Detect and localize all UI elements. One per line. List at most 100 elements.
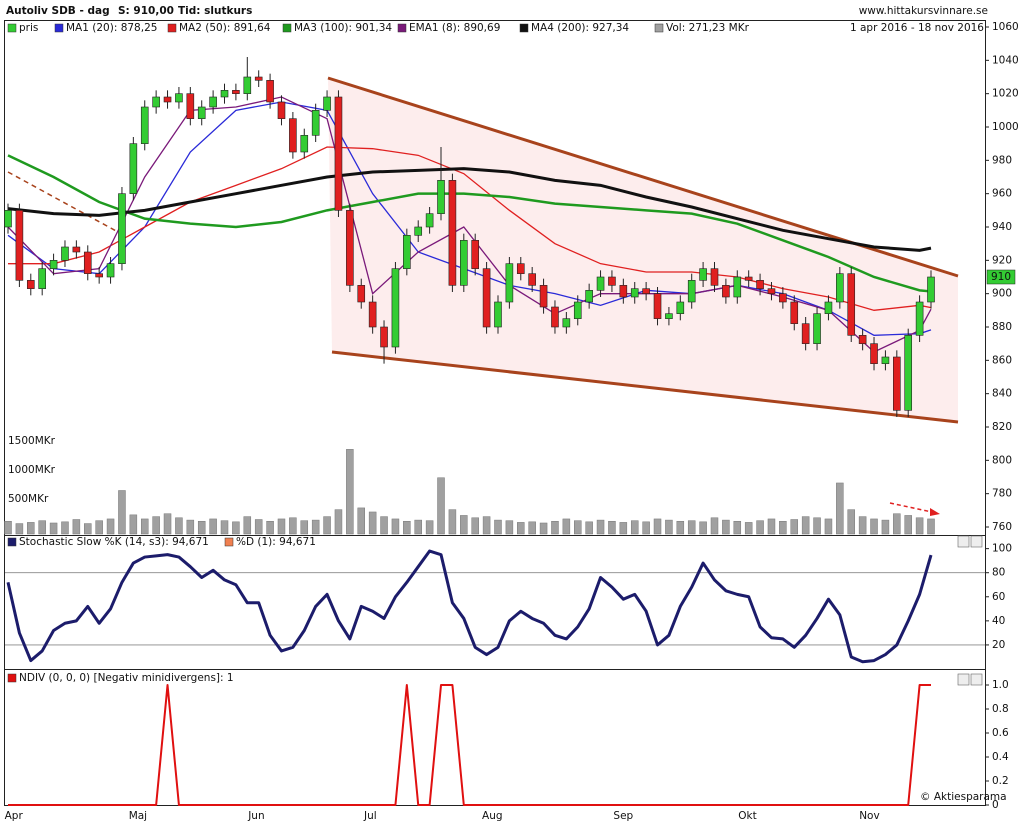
candle-body — [699, 268, 707, 281]
volume-bar — [334, 509, 343, 535]
volume-bar — [722, 519, 730, 535]
legend-swatch — [519, 23, 529, 33]
volume-bar — [289, 517, 297, 535]
candle-body — [516, 263, 525, 274]
candle-body — [744, 276, 753, 281]
candle-body — [733, 276, 742, 298]
candle-body — [152, 96, 160, 108]
volume-bar — [915, 517, 924, 535]
candle-body — [630, 288, 639, 298]
volume-arrow-head — [930, 508, 940, 516]
candle-body — [801, 323, 810, 344]
candle-body — [836, 273, 844, 303]
candle-body — [858, 335, 867, 344]
candle-body — [460, 240, 468, 286]
volume-bar — [84, 523, 92, 535]
volume-bar — [346, 449, 354, 535]
y-tick-label: 0.6 — [992, 727, 1009, 739]
x-tick-label: Aug — [482, 810, 503, 822]
legend-label: MA3 (100): 901,34 — [294, 22, 392, 34]
candle-body — [505, 263, 514, 303]
candle-body — [528, 273, 536, 286]
volume-bar — [642, 521, 650, 535]
y-tick-label: 900 — [992, 288, 1012, 300]
y-tick-label: 1040 — [992, 54, 1019, 66]
panel-button — [957, 673, 970, 686]
volume-bar — [779, 520, 787, 535]
candle-body — [687, 280, 696, 303]
candle-body — [380, 326, 388, 348]
volume-bar — [448, 509, 457, 535]
price-tag — [986, 269, 1016, 285]
candle-body — [323, 96, 331, 111]
y-tick-label: 880 — [992, 321, 1012, 333]
volume-bar — [186, 519, 195, 535]
y-tick-label: 1060 — [992, 21, 1019, 33]
volume-bar — [300, 520, 309, 535]
volume-bar — [881, 519, 890, 535]
volume-bar — [836, 482, 844, 535]
volume-bar — [585, 521, 593, 535]
candle-body — [585, 290, 593, 303]
candle-body — [551, 306, 559, 328]
volume-bar — [619, 522, 628, 535]
candle-body — [311, 110, 320, 136]
volume-bar — [870, 518, 878, 535]
candle-body — [676, 301, 685, 314]
volume-bar — [482, 516, 491, 535]
x-tick-label: Sep — [613, 810, 633, 822]
volume-bar — [266, 520, 274, 535]
volume-bar — [687, 520, 696, 535]
volume-bar — [539, 522, 548, 535]
candle-body — [163, 96, 172, 103]
volume-bar — [471, 517, 479, 535]
candle-body — [870, 343, 878, 364]
volume-bar — [95, 520, 103, 535]
y-tick-label: 960 — [992, 188, 1012, 200]
candle-body — [266, 80, 274, 103]
candle-body — [642, 288, 650, 294]
y-tick-label: 0.8 — [992, 703, 1009, 715]
candle-body — [243, 76, 252, 94]
volume-bar — [357, 507, 365, 535]
candle-body — [95, 273, 103, 278]
candle-body — [254, 76, 263, 81]
legend-swatch — [54, 23, 64, 33]
candle-body — [904, 335, 913, 411]
volume-bar — [756, 520, 764, 535]
candle-body — [4, 210, 12, 228]
candle-body — [414, 226, 423, 236]
volume-bar — [129, 514, 138, 535]
y-tick-label: 80 — [992, 567, 1005, 579]
legend-label: pris — [19, 22, 38, 34]
candle-body — [83, 251, 92, 274]
candle-body — [779, 293, 787, 303]
candle-body — [824, 301, 833, 314]
volume-bar — [72, 519, 81, 535]
candle-body — [175, 93, 183, 103]
volume-bar — [414, 519, 422, 535]
date-range: 1 apr 2016 - 18 nov 2016 — [850, 22, 984, 34]
legend-swatch — [654, 23, 664, 33]
y-tick-label: 920 — [992, 254, 1012, 266]
candle-body — [186, 93, 195, 119]
y-tick-label: 980 — [992, 154, 1012, 166]
volume-bar — [140, 518, 149, 535]
legend-swatch — [167, 23, 177, 33]
legend-label: Vol: 271,23 MKr — [666, 22, 750, 34]
volume-bar — [232, 521, 240, 535]
volume-bar — [152, 516, 160, 535]
volume-bar — [403, 520, 411, 535]
y-tick-label: 860 — [992, 354, 1012, 366]
y-tick-label: 760 — [992, 521, 1012, 533]
volume-bar — [209, 518, 217, 535]
volume-bar — [197, 520, 206, 535]
volume-bar — [551, 520, 559, 535]
candle-body — [619, 285, 628, 298]
y-tick-label: 800 — [992, 454, 1012, 466]
volume-bar — [15, 523, 24, 535]
volume-bar — [61, 521, 69, 535]
candle-body — [562, 318, 571, 328]
x-tick-label: Jul — [363, 810, 377, 822]
